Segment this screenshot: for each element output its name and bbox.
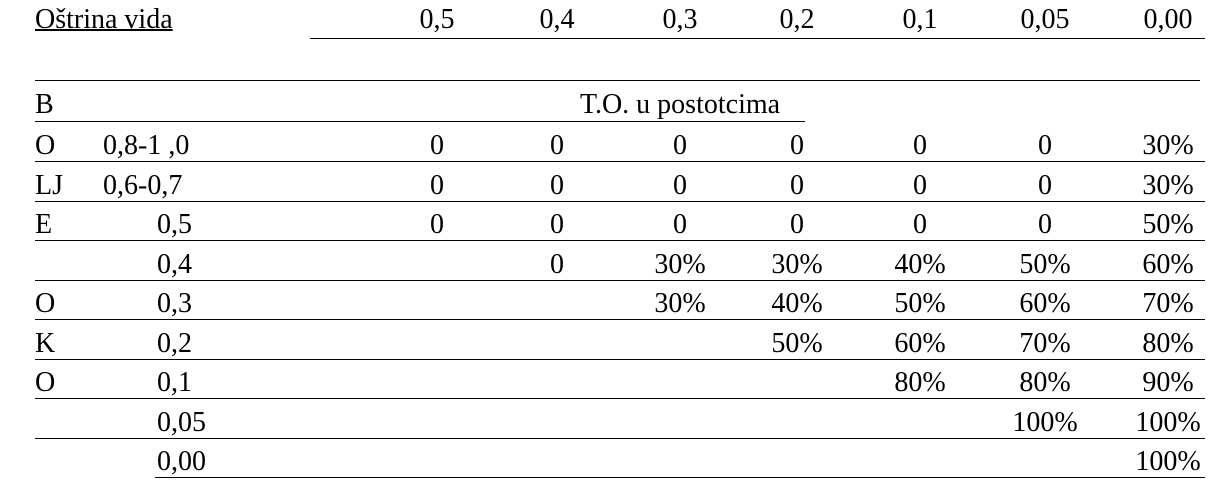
cell: 50%: [771, 327, 823, 359]
column-header: 0,1: [902, 4, 938, 35]
cell: 60%: [1142, 248, 1194, 280]
row-rule: [35, 398, 1205, 399]
row-rule: [35, 358, 1205, 360]
cell: 0: [790, 209, 804, 240]
header-label: Oštrina vida: [35, 4, 173, 35]
cell: 0: [1038, 130, 1052, 161]
cell: 0: [673, 209, 687, 240]
row-letter: O: [35, 288, 56, 319]
column-header: 0,05: [1020, 4, 1070, 35]
cell: 100%: [1135, 406, 1201, 438]
acuity: 0,8-1 ,0: [103, 130, 190, 161]
acuity: 0,5: [157, 209, 192, 240]
cell: 90%: [1142, 367, 1194, 398]
column-header: 0,2: [779, 4, 815, 35]
cell: 0: [913, 169, 927, 201]
rule: [35, 121, 805, 122]
cell: 0: [550, 209, 564, 240]
cell: 80%: [1142, 327, 1194, 359]
cell: 0: [430, 130, 444, 161]
row-letter: O: [35, 367, 56, 398]
cell: 0: [913, 130, 927, 161]
acuity: 0,4: [157, 248, 192, 280]
rule: [310, 38, 1205, 39]
cell: 0: [550, 169, 564, 201]
cell: 40%: [894, 248, 946, 280]
acuity: 0,05: [157, 406, 206, 438]
column-header: 0,3: [662, 4, 698, 35]
cell: 0: [790, 130, 804, 161]
row-letter: LJ: [35, 169, 63, 201]
row-letter: K: [35, 327, 56, 359]
acuity: 0,3: [157, 288, 192, 319]
cell: 50%: [1019, 248, 1071, 280]
cell: 80%: [1019, 367, 1071, 398]
cell: 0: [913, 209, 927, 240]
caption: T.O. u postotcima: [579, 89, 781, 120]
column-header: 0,00: [1143, 4, 1193, 35]
cell: 60%: [1019, 288, 1071, 319]
cell: 0: [1038, 169, 1052, 201]
cell: 0: [550, 248, 564, 280]
column-header: 0,5: [419, 4, 455, 35]
row-letter: E: [35, 209, 53, 240]
cell: 30%: [654, 248, 706, 280]
row-rule: [35, 200, 1205, 202]
cell: 30%: [654, 288, 706, 319]
row-rule: [35, 437, 1205, 439]
rule: [35, 80, 1200, 81]
cell: 30%: [1142, 169, 1194, 201]
row-rule: [35, 161, 1205, 162]
cell: 70%: [1019, 327, 1071, 359]
cell: 50%: [894, 288, 946, 319]
cell: 0: [430, 209, 444, 240]
cell: 40%: [771, 288, 823, 319]
group-label: B: [35, 89, 54, 120]
cell: 100%: [1135, 446, 1201, 477]
cell: 100%: [1012, 406, 1078, 438]
cell: 0: [673, 169, 687, 201]
acuity: 0,2: [157, 327, 192, 359]
cell: 50%: [1142, 209, 1194, 240]
cell: 0: [790, 169, 804, 201]
cell: 80%: [894, 367, 946, 398]
cell: 60%: [894, 327, 946, 359]
cell: 30%: [1142, 130, 1194, 161]
cell: 70%: [1142, 288, 1194, 319]
row-letter: O: [35, 130, 56, 161]
cell: 0: [673, 130, 687, 161]
cell: 0: [550, 130, 564, 161]
column-header: 0,4: [539, 4, 575, 35]
cell: 0: [430, 169, 444, 201]
row-rule: [35, 240, 1205, 241]
row-rule: [35, 279, 1205, 281]
row-rule: [35, 319, 1205, 320]
cell: 0: [1038, 209, 1052, 240]
acuity: 0,1: [157, 367, 192, 398]
row-rule: [155, 477, 1205, 478]
cell: 30%: [771, 248, 823, 280]
acuity: 0,6-0,7: [103, 169, 183, 201]
acuity: 0,00: [157, 446, 206, 477]
